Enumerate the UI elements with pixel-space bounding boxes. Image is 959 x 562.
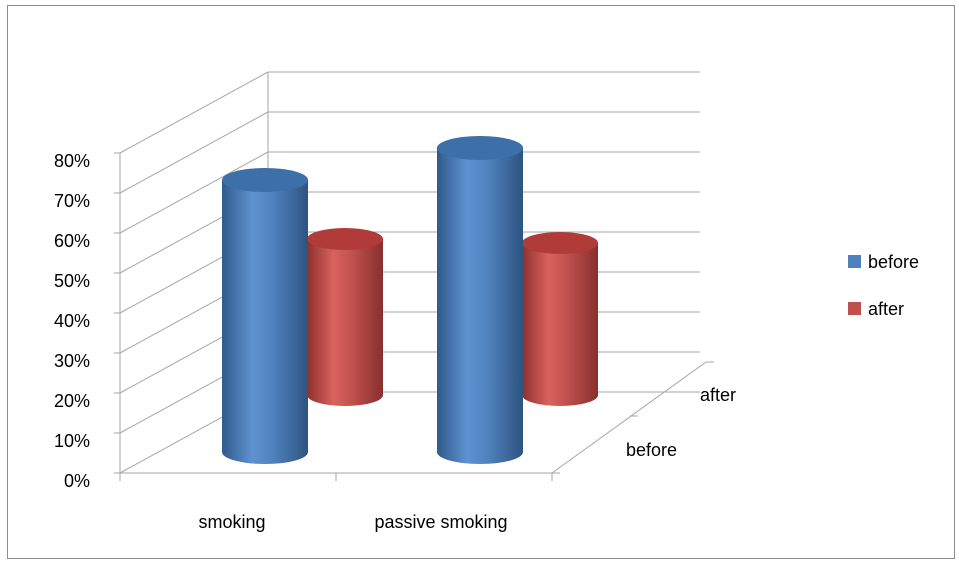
gridline-side xyxy=(119,151,269,234)
y-tick-label: 20% xyxy=(54,391,90,411)
cylinder-body xyxy=(222,180,308,464)
y-tick-label: 60% xyxy=(54,231,90,251)
cylinder-top xyxy=(222,168,308,192)
legend-swatch-before xyxy=(848,255,861,268)
x-tick-label-passive-smoking: passive smoking xyxy=(374,512,507,532)
bar-after-passive-smoking xyxy=(522,232,598,406)
chart-walls xyxy=(119,71,700,474)
chart-frame xyxy=(7,5,955,559)
x-axis-tick-labels: smoking passive smoking xyxy=(198,512,507,532)
bar-before-passive-smoking xyxy=(437,136,523,464)
x-tick-label-smoking: smoking xyxy=(198,512,265,532)
y-axis-tick-labels: 0% 10% 20% 30% 40% 50% 60% 70% 80% xyxy=(54,151,90,491)
y-tick-label: 70% xyxy=(54,191,90,211)
legend-label-before: before xyxy=(868,252,919,272)
y-tick-label: 80% xyxy=(54,151,90,171)
gridline-side xyxy=(119,71,269,154)
depth-label-after: after xyxy=(700,385,736,405)
gridline-side xyxy=(119,111,269,194)
cylinder-top xyxy=(437,136,523,160)
cylinder-body xyxy=(307,239,383,406)
cylinder-top xyxy=(522,232,598,254)
y-tick-label: 10% xyxy=(54,431,90,451)
axes xyxy=(114,152,714,481)
legend-swatch-after xyxy=(848,302,861,315)
y-tick-label: 40% xyxy=(54,311,90,331)
y-tick-label: 0% xyxy=(64,471,90,491)
depth-axis-labels: before after xyxy=(626,385,736,460)
legend: before after xyxy=(848,252,919,319)
series-after-bars xyxy=(307,228,598,406)
cylinder-body xyxy=(437,148,523,464)
depth-label-before: before xyxy=(626,440,677,460)
y-tick-label: 50% xyxy=(54,271,90,291)
series-before-bars xyxy=(222,136,523,464)
bar-before-smoking xyxy=(222,168,308,464)
bar-after-smoking xyxy=(307,228,383,406)
depth-axis-line xyxy=(551,361,707,474)
cylinder-top xyxy=(307,228,383,250)
legend-label-after: after xyxy=(868,299,904,319)
y-tick-label: 30% xyxy=(54,351,90,371)
cylinder-body xyxy=(522,243,598,406)
